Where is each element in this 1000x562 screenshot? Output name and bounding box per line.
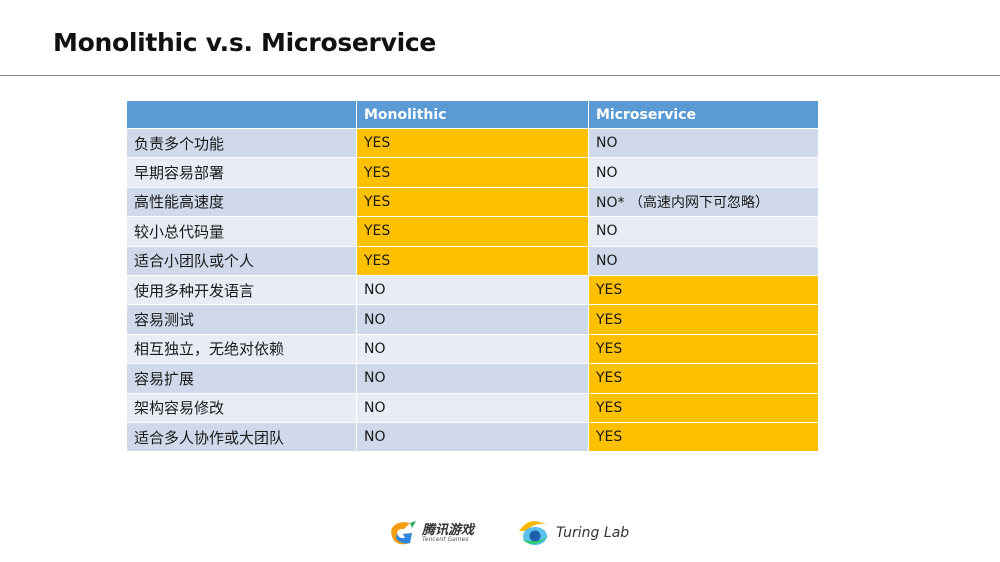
monolithic-cell: NO	[356, 304, 589, 335]
monolithic-cell: YES	[356, 127, 589, 159]
table-row: 早期容易部署 YES NO	[126, 157, 819, 188]
table-header-row: Monolithic Microservice	[126, 100, 819, 129]
header-monolithic: Monolithic	[356, 100, 589, 129]
feature-cell: 容易扩展	[126, 363, 357, 394]
microservice-cell: YES	[588, 421, 819, 453]
monolithic-cell: YES	[356, 216, 589, 247]
table-row: 适合多人协作或大团队 NO YES	[126, 421, 819, 453]
tencent-games-en: Tencent Games	[422, 535, 469, 543]
feature-cell: 高性能高速度	[126, 186, 357, 218]
microservice-cell: YES	[588, 304, 819, 335]
microservice-cell: YES	[588, 274, 819, 306]
table-row: 容易扩展 NO YES	[126, 363, 819, 394]
slide-title: Monolithic v.s. Microservice	[53, 28, 437, 57]
microservice-cell: NO	[588, 127, 819, 159]
tencent-games-logo: 腾讯游戏 Tencent Games	[388, 520, 474, 546]
title-divider	[0, 75, 1000, 76]
feature-cell: 负责多个功能	[126, 127, 357, 159]
microservice-cell: YES	[588, 333, 819, 365]
microservice-cell: NO	[588, 216, 819, 247]
table-row: 较小总代码量 YES NO	[126, 216, 819, 247]
microservice-cell: YES	[588, 363, 819, 394]
monolithic-cell: YES	[356, 245, 589, 276]
table-row: 容易测试 NO YES	[126, 304, 819, 335]
table-row: 适合小团队或个人 YES NO	[126, 245, 819, 276]
table-row: 使用多种开发语言 NO YES	[126, 274, 819, 306]
turing-lab-text: Turing Lab	[556, 525, 630, 541]
feature-cell: 使用多种开发语言	[126, 274, 357, 306]
monolithic-cell: NO	[356, 392, 589, 423]
feature-cell: 较小总代码量	[126, 216, 357, 247]
header-feature	[126, 100, 357, 129]
monolithic-cell: NO	[356, 421, 589, 453]
header-microservice: Microservice	[588, 100, 819, 129]
microservice-cell: NO* （高速内网下可忽略）	[588, 186, 819, 218]
comparison-table: Monolithic Microservice 负责多个功能 YES NO 早期容易部…	[126, 100, 819, 453]
table-row: 负责多个功能 YES NO	[126, 127, 819, 159]
table-row: 高性能高速度 YES NO* （高速内网下可忽略）	[126, 186, 819, 218]
table-row: 架构容易修改 NO YES	[126, 392, 819, 423]
microservice-cell: NO	[588, 245, 819, 276]
feature-cell: 早期容易部署	[126, 157, 357, 188]
feature-cell: 架构容易修改	[126, 392, 357, 423]
footer-logos: 腾讯游戏 Tencent Games Turing Lab	[388, 515, 629, 551]
turing-lab-logo: Turing Lab	[516, 517, 629, 549]
monolithic-cell: NO	[356, 363, 589, 394]
monolithic-cell: YES	[356, 186, 589, 218]
tencent-games-cn: 腾讯游戏	[422, 522, 475, 538]
feature-cell: 相互独立，无绝对依赖	[126, 333, 357, 365]
table-row: 相互独立，无绝对依赖 NO YES	[126, 333, 819, 365]
turing-lab-eye-icon	[519, 521, 550, 545]
monolithic-cell: YES	[356, 157, 589, 188]
monolithic-cell: NO	[356, 274, 589, 306]
feature-cell: 容易测试	[126, 304, 357, 335]
microservice-cell: YES	[588, 392, 819, 423]
feature-cell: 适合小团队或个人	[126, 245, 357, 276]
tencent-games-icon	[391, 521, 416, 545]
microservice-cell: NO	[588, 157, 819, 188]
feature-cell: 适合多人协作或大团队	[126, 421, 357, 453]
monolithic-cell: NO	[356, 333, 589, 365]
